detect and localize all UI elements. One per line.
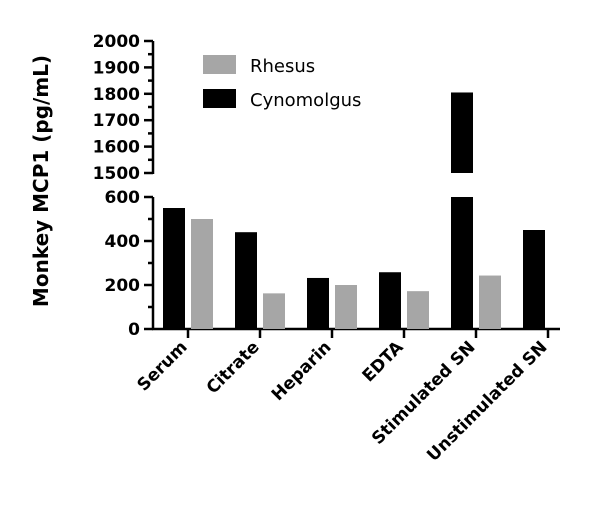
- x-tick-label-heparin: Heparin: [268, 337, 336, 405]
- y-tick-label-400: 400: [105, 232, 141, 252]
- y-tick-label-1900: 1900: [93, 58, 140, 78]
- y-tick-label-200: 200: [105, 276, 141, 296]
- x-tick-label-unstimulated-sn: Unstimulated SN: [423, 337, 551, 465]
- bar-edta-rhesus: [407, 291, 429, 329]
- y-tick-label-1700: 1700: [93, 111, 140, 131]
- bar-edta-cynomolgus-rect: [379, 272, 401, 329]
- bar-unstimulated-sn-cynomolgus-rect: [523, 230, 545, 329]
- x-tick-label-edta: EDTA: [359, 337, 408, 386]
- y-tick-label-0: 0: [128, 320, 140, 340]
- bar-heparin-cynomolgus: [307, 277, 329, 329]
- y-axis-lower-ticks: 0 200 400 600: [105, 188, 153, 340]
- legend-label-cynomolgus: Cynomolgus: [250, 90, 361, 111]
- y-axis-upper: 1500 1600 1700 1800 1900 2000: [93, 32, 155, 184]
- y-axis-upper-ticks: 1500 1600 1700 1800 1900 2000: [93, 32, 153, 184]
- bar-citrate-rhesus: [263, 293, 285, 329]
- bar-edta-cynomolgus: [379, 272, 401, 329]
- x-axis-ticks: [186, 329, 550, 338]
- y-tick-label-2000: 2000: [93, 32, 140, 52]
- bar-edta-rhesus-rect: [407, 291, 429, 329]
- y-tick-label-1800: 1800: [93, 85, 140, 105]
- y-axis-lower: 0 200 400 600: [105, 188, 155, 340]
- bar-serum-cynomolgus-rect: [163, 208, 185, 329]
- bar-stimulated-sn-cynomolgus: [451, 92, 473, 329]
- bar-stimulated-sn-rhesus: [479, 275, 501, 329]
- y-axis-title: Monkey MCP1 (pg/mL): [29, 55, 53, 307]
- y-tick-label-1500: 1500: [93, 164, 140, 184]
- bar-stimulated-sn-rhesus-rect: [479, 275, 501, 329]
- bar-heparin-cynomolgus-rect: [307, 277, 329, 329]
- x-tick-label-serum: Serum: [134, 337, 192, 395]
- bar-serum-cynomolgus: [163, 208, 185, 329]
- bar-stimulated-sn-cynomolgus-upper: [451, 92, 473, 173]
- bar-citrate-cynomolgus-rect: [235, 232, 257, 329]
- bar-citrate-rhesus-rect: [263, 293, 285, 329]
- y-tick-label-1600: 1600: [93, 138, 140, 158]
- bars: [163, 92, 545, 329]
- bar-stimulated-sn-cynomolgus-lower: [451, 197, 473, 329]
- legend-label-rhesus: Rhesus: [250, 56, 315, 77]
- y-tick-label-600: 600: [105, 188, 141, 208]
- legend-swatch-rhesus: [203, 55, 236, 74]
- legend-swatch-cynomolgus: [203, 89, 236, 108]
- bar-citrate-cynomolgus: [235, 232, 257, 329]
- bar-unstimulated-sn-cynomolgus: [523, 230, 545, 329]
- x-tick-label-citrate: Citrate: [203, 337, 264, 398]
- bar-serum-rhesus: [191, 219, 213, 329]
- bar-heparin-rhesus-rect: [335, 285, 357, 329]
- bar-heparin-rhesus: [335, 285, 357, 329]
- bar-serum-rhesus-rect: [191, 219, 213, 329]
- legend: Rhesus Cynomolgus: [203, 55, 361, 111]
